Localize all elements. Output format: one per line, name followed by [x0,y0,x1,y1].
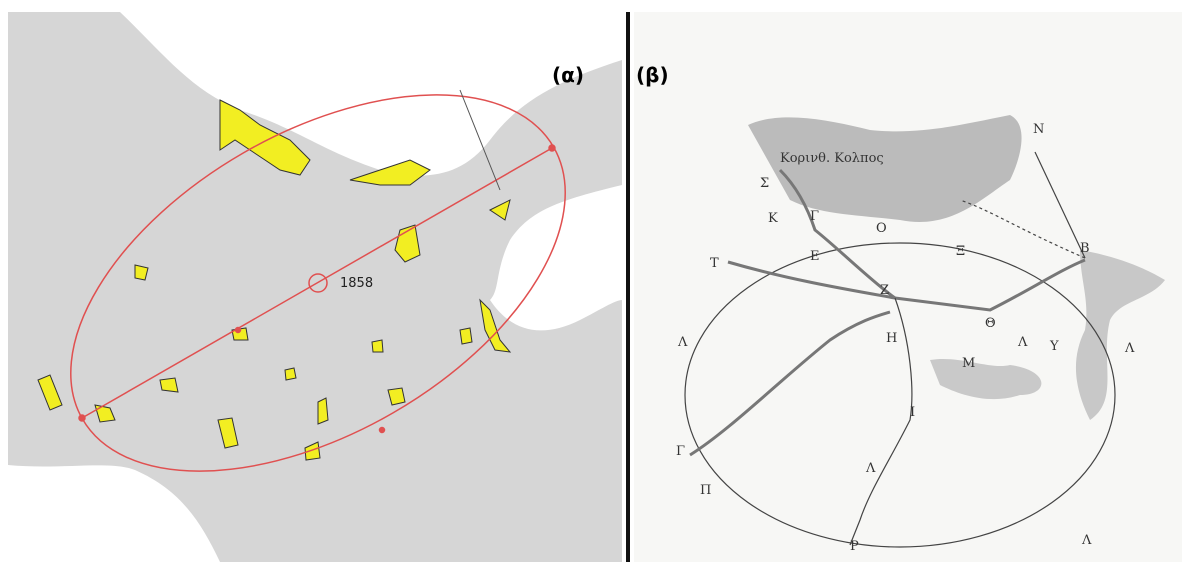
place: Λ [1081,533,1092,548]
place: Σ [760,176,769,191]
place: Β [1080,241,1090,256]
place: Ξ [956,244,965,259]
place: Ρ [850,539,859,554]
gulf-label: Κορινθ. Κολπος [780,151,884,166]
figure: 1858 (α) Κορινθ. Κολπος Ν Σ Κ Γ Ε Ο Ξ Β … [0,0,1182,562]
place: Π [700,483,711,498]
page: 1858 (α) Κορινθ. Κολπος Ν Σ Κ Γ Ε Ο Ξ Β … [0,0,1182,562]
place: Λ [1017,335,1028,350]
place: Κ [768,211,778,226]
place: Ο [876,221,887,236]
place: Ι [910,405,915,420]
place: Ζ [880,283,889,298]
divider [626,12,630,562]
panel-label: (β) [636,63,669,87]
place: Γ [810,209,819,224]
panel-label: (α) [552,63,584,87]
place: Υ [1049,339,1059,354]
place: Η [886,331,897,346]
place: Λ [677,335,688,350]
place: Θ [985,316,996,331]
map-a: 1858 (α) [7,12,628,562]
place: Λ [1124,341,1135,356]
place: Ε [810,249,820,264]
place: Ν [1033,122,1044,137]
year-label: 1858 [340,276,373,291]
place: Γ [676,444,685,459]
place: Λ [865,461,876,476]
map-b: Κορινθ. Κολπος Ν Σ Κ Γ Ε Ο Ξ Β Τ Ζ Θ Η Λ… [634,12,1182,562]
place: Τ [710,256,719,271]
place: Μ [962,356,975,371]
